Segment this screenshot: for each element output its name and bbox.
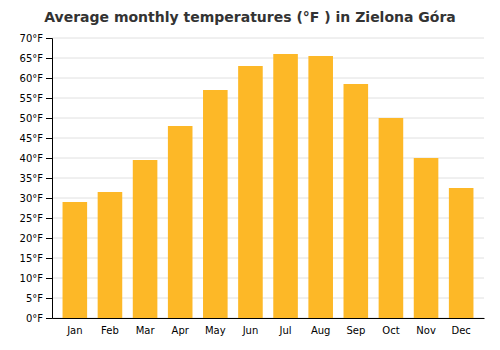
bar (168, 126, 193, 318)
grid-line (52, 78, 484, 79)
y-tick: 30°F (20, 193, 52, 204)
tick-label: Mar (136, 325, 156, 336)
x-axis: Jan Feb Mar Apr May Jun Jul Aug Sep Oct Nov Dec (53, 319, 485, 337)
x-tick: Oct (382, 325, 399, 336)
tick-mark (46, 58, 52, 59)
y-tick: 5°F (26, 293, 52, 304)
tick-label: 20°F (20, 233, 44, 244)
bar (344, 84, 369, 318)
tick-mark (46, 258, 52, 259)
y-tick: 55°F (20, 93, 52, 104)
x-tick: Jun (242, 325, 259, 336)
tick-label: 15°F (20, 253, 44, 264)
y-tick: 35°F (20, 173, 52, 184)
tick-label: 10°F (20, 273, 44, 284)
tick-label: 50°F (20, 113, 44, 124)
bar (133, 160, 158, 318)
y-tick: 15°F (20, 253, 52, 264)
bars (63, 54, 474, 318)
tick-label: Aug (311, 325, 331, 336)
y-tick: 10°F (20, 273, 52, 284)
tick-mark (46, 178, 52, 179)
tick-label: Jun (242, 325, 259, 336)
tick-mark (46, 98, 52, 99)
tick-label: Dec (451, 325, 470, 336)
tick-label: Nov (416, 325, 436, 336)
y-tick: 60°F (20, 73, 52, 84)
tick-label: Oct (382, 325, 399, 336)
tick-mark (46, 298, 52, 299)
title: Average monthly temperatures (°F ) in Zi… (44, 9, 456, 25)
chart-svg: 0°F 5°F 10°F 15°F 20°F 25°F 30°F 35°F 40°F 45°F 50… (0, 0, 500, 350)
tick-label: 40°F (20, 153, 44, 164)
tick-label: 5°F (26, 293, 43, 304)
tick-label: 55°F (20, 93, 44, 104)
grid-line (52, 38, 484, 39)
plot-area: 0°F 5°F 10°F 15°F 20°F 25°F 30°F 35°F 40°F 45°F 50… (20, 33, 485, 336)
y-tick: 20°F (20, 233, 52, 244)
x-tick: Jul (279, 325, 292, 336)
tick-label: 30°F (20, 193, 44, 204)
grid-line (52, 58, 484, 59)
y-tick: 45°F (20, 133, 52, 144)
tick-label: May (205, 325, 226, 336)
tick-mark (46, 278, 52, 279)
y-tick: 25°F (20, 213, 52, 224)
x-tick: Mar (136, 325, 156, 336)
bar (238, 66, 263, 318)
x-tick: Feb (101, 325, 119, 336)
tick-mark (46, 78, 52, 79)
grid-line (52, 118, 484, 119)
axis-line (46, 39, 53, 319)
tick-label: 25°F (20, 213, 44, 224)
y-tick: 40°F (20, 153, 52, 164)
grid (52, 38, 484, 318)
tick-label: Jan (66, 325, 82, 336)
tick-mark (46, 38, 52, 39)
bar (308, 56, 333, 318)
grid-line (52, 138, 484, 139)
bar (98, 192, 123, 318)
y-tick: 70°F (20, 33, 52, 44)
tick-mark (46, 238, 52, 239)
bar (273, 54, 298, 318)
tick-label: 45°F (20, 133, 44, 144)
x-tick: Sep (346, 325, 365, 336)
tick-mark (46, 318, 52, 319)
bar (414, 158, 439, 318)
tick-label: 65°F (20, 53, 44, 64)
tick-mark (46, 198, 52, 199)
x-tick: Apr (172, 325, 190, 336)
x-tick: Nov (416, 325, 436, 336)
bar (203, 90, 228, 318)
tick-label: 60°F (20, 73, 44, 84)
y-tick: 50°F (20, 113, 52, 124)
x-tick: Aug (311, 325, 331, 336)
tick-label: Jul (279, 325, 292, 336)
x-tick: Dec (451, 325, 470, 336)
tick-mark (46, 118, 52, 119)
tick-label: Feb (101, 325, 119, 336)
bar (449, 188, 474, 318)
tick-label: 35°F (20, 173, 44, 184)
bar (63, 202, 88, 318)
axis-line (53, 318, 485, 319)
bar (379, 118, 404, 318)
tick-label: 0°F (26, 313, 43, 324)
y-axis: 0°F 5°F 10°F 15°F 20°F 25°F 30°F 35°F 40°F 45°F 50… (20, 33, 53, 324)
tick-mark (46, 138, 52, 139)
x-tick: Jan (66, 325, 82, 336)
y-tick: 0°F (26, 313, 52, 324)
tick-label: 70°F (20, 33, 44, 44)
tick-mark (46, 218, 52, 219)
y-tick: 65°F (20, 53, 52, 64)
x-tick: May (205, 325, 226, 336)
tick-label: Apr (172, 325, 190, 336)
grid-line (52, 98, 484, 99)
chart-container: 0°F 5°F 10°F 15°F 20°F 25°F 30°F 35°F 40°F 45°F 50… (0, 0, 500, 350)
tick-label: Sep (346, 325, 365, 336)
tick-mark (46, 158, 52, 159)
